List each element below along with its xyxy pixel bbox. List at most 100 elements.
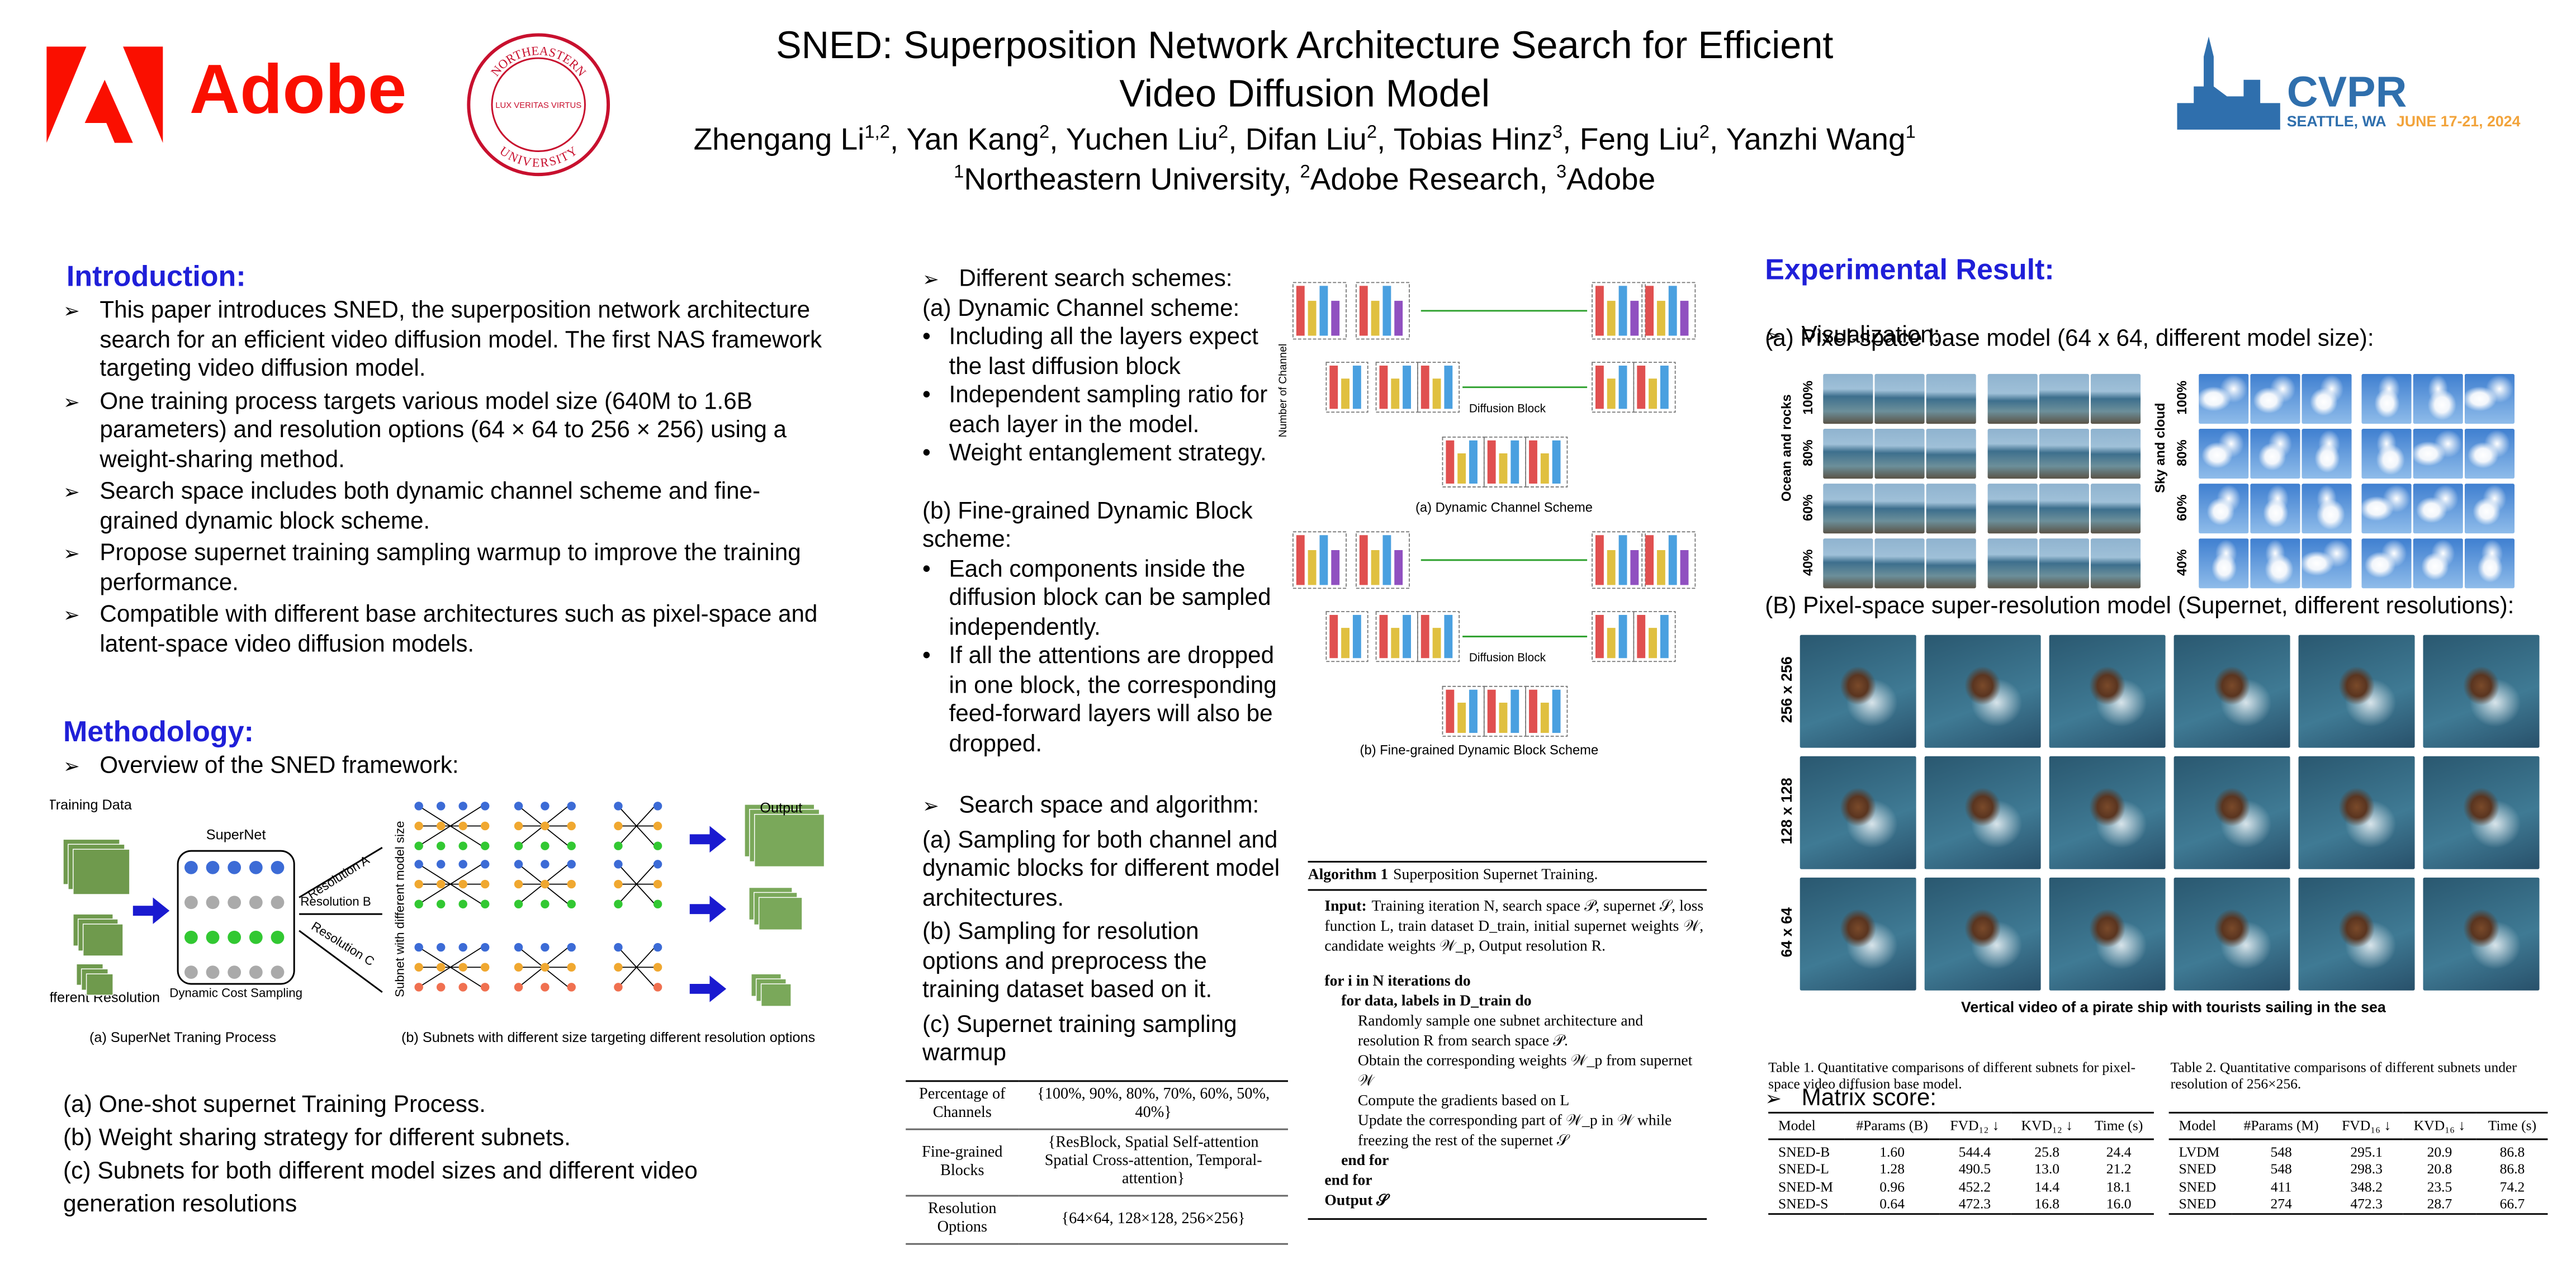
table-cell: 0.64 [1879,1195,1905,1212]
subheading: (a) Dynamic Channel scheme: [922,295,1240,322]
node [541,821,550,831]
subheading: (a) Pixel-space base model (64 x 64, dif… [1765,325,2374,353]
channel-bar [1371,550,1380,585]
channel-bar [1331,550,1340,585]
table-caption: Table 2. Quantitative comparisons of dif… [2170,1058,2517,1092]
video-frame [2298,756,2415,869]
size-label: 80% [1801,439,1816,466]
cvpr-date: JUNE 17-21, 2024 [2397,113,2521,130]
table-cell: {ResBlock, Spatial Self-attention Spatia… [1019,1129,1288,1197]
table-cell: 13.0 [2034,1160,2060,1177]
channel-bar [1618,366,1627,409]
author-affil: 2 [1218,122,1229,143]
table-cell: SNED [2179,1177,2217,1195]
bullet: Search space includes both dynamic chann… [63,479,836,537]
image-tile [2413,373,2463,424]
node [271,896,285,910]
video-frame [1800,877,1916,991]
channel-bar [1359,535,1368,585]
video-frame [2049,877,2166,991]
node [541,943,550,952]
channel-bar [1420,614,1429,659]
table-row: SNED 411 348.2 23.5 74.2 [2169,1177,2548,1195]
image-tile [2361,373,2412,424]
author: Yuchen Liu2 [1066,121,1246,156]
channel-bar [1668,286,1677,336]
table-row: SNED-S 0.64 472.3 16.8 16.0 [1768,1195,2154,1214]
authors: Zhengang Li1,2Yan Kang2Yuchen Liu2Difan … [415,121,2194,158]
node [614,879,623,889]
size-label: 60% [1801,494,1816,522]
affil-name: Northeastern University [964,161,1283,196]
table-cell: {64×64, 128×128, 256×256} [1019,1196,1288,1245]
node [271,930,285,944]
node [458,879,467,889]
adobe-shape [46,46,87,143]
channel-bar [1432,378,1441,409]
author: Difan Liu2 [1246,121,1394,156]
figure-caption: (a) Dynamic Channel Scheme [1415,500,1593,515]
channel-bar [1432,628,1441,659]
resolution-label: 64 x 64 [1778,907,1795,958]
image-tile [2302,429,2352,479]
table-row: Resolution Options {64×64, 128×128, 256×2… [906,1196,1288,1245]
author-name: Feng Liu [1579,121,1699,157]
image-tile [1874,538,1925,589]
neu-seal: NORTHEASTERN UNIVERSITY LUX VERITAS VIRT… [467,33,610,177]
item: (a) Sampling for both channel and dynami… [922,827,1280,912]
video-frame [1800,756,1916,869]
table-row: Percentage of Channels {100%, 90%, 80%, 7… [906,1081,1288,1130]
arrow [689,826,727,853]
block-outline [1355,282,1410,340]
table-cell: 274 [2270,1195,2292,1212]
image-tile [2199,373,2249,424]
arrow [132,897,170,924]
table-cell: 452.2 [1958,1177,1991,1195]
output-thumb [754,813,825,868]
method-notes: (a) One-shot supernet Training Process. (… [63,1088,794,1221]
figure-label: SuperNet [206,827,266,842]
channel-bar [1595,366,1604,409]
node [436,983,446,992]
node [480,943,490,952]
image-tile [1874,429,1925,479]
node [184,860,198,874]
note: (b) Weight sharing strategy for differen… [63,1125,571,1152]
node [436,879,446,889]
algorithm-input: Input: Training iteration N, search space… [1308,891,1707,957]
node [206,930,220,944]
seal-motto: LUX VERITAS VIRTUS [495,101,581,110]
video-frame [1924,634,2041,748]
node [228,860,242,874]
block-outline [1325,611,1368,662]
table-cell: 490.5 [1958,1160,1991,1177]
bullet: Matrix score: [1765,1085,2576,1114]
channel-bar [1329,614,1338,659]
node [414,879,423,889]
channel-bar [1469,440,1478,484]
algorithm-line: end for [1341,1153,1389,1170]
node [436,860,446,869]
node [436,821,446,831]
channel-bar [1331,301,1340,336]
table-caption: Table 1. Quantitative comparisons of dif… [1768,1058,2136,1092]
node [458,983,467,992]
algorithm-line: end for [1324,1173,1372,1190]
video-frame [2174,877,2290,991]
header-cell: Time (s) [2094,1116,2143,1134]
arrow-line [299,930,383,993]
table-cell: SNED-M [1778,1177,1833,1195]
author: Tobias Hinz3 [1394,121,1580,156]
results-table: Model #Params (M) FVD₁₆ ↓ KVD₁₆ ↓ Time (s) LV… [2168,1111,2548,1214]
title-line: SNED: Superposition Network Architecture… [776,23,1834,67]
search-schemes: Different search schemes:(a) Dynamic Cha… [922,266,1288,760]
channel-bar [1359,286,1368,336]
edge [618,806,655,846]
node [541,802,550,811]
affiliations: 1Northeastern University2Adobe Research3… [665,161,1944,197]
adobe-mark [46,46,163,143]
image-tile [1823,429,1873,479]
image-tile [2302,484,2352,534]
image-tile [1926,484,1976,534]
